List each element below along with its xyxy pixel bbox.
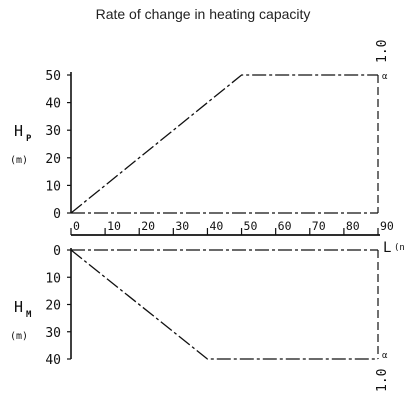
top-ylabel-unit: (m) [10, 155, 28, 166]
bottom-y-tick-label: 10 [45, 271, 61, 286]
top-y-tick-label: 30 [45, 124, 61, 139]
top-right-label: 1.0 [375, 40, 390, 63]
bottom-y-tick-label: 0 [53, 244, 61, 259]
x-tick-label: 50 [244, 219, 258, 233]
top-ylabel-sub: P [26, 134, 32, 144]
x-tick-label: 0 [73, 219, 80, 233]
bottom-right-label: 1.0 [375, 369, 390, 392]
bottom-alpha-marker: α [382, 351, 388, 361]
chart-title: Rate of change in heating capacity [95, 6, 311, 22]
bottom-ylabel-sub: M [26, 310, 32, 320]
x-tick-label: 20 [141, 219, 155, 233]
top-alpha-marker: α [382, 72, 388, 82]
x-tick-label: 40 [209, 219, 223, 233]
x-tick-label: 90 [380, 219, 394, 233]
top-y-tick-label: 10 [45, 179, 61, 194]
x-tick-label: 70 [312, 219, 326, 233]
bottom-y-tick-label: 40 [45, 353, 61, 368]
top-series-line [70, 74, 378, 214]
top-y-tick-label: 0 [53, 207, 61, 222]
x-axis-unit: (n [394, 243, 405, 253]
x-tick-label: 60 [278, 219, 292, 233]
top-y-tick-label: 40 [45, 97, 61, 112]
bottom-ylabel-unit: (m) [10, 331, 28, 342]
x-tick-label: 10 [107, 219, 121, 233]
bottom-y-tick-label: 20 [45, 299, 61, 314]
top-y-tick-label: 20 [45, 152, 61, 167]
top-y-tick-label: 50 [45, 69, 61, 84]
bottom-ylabel: H [14, 298, 23, 316]
top-ylabel: H [14, 122, 23, 140]
x-tick-label: 80 [346, 219, 360, 233]
x-tick-label: 30 [175, 219, 189, 233]
bottom-series-line [70, 249, 378, 360]
x-axis-label: L [383, 240, 391, 256]
bottom-y-tick-label: 30 [45, 326, 61, 341]
